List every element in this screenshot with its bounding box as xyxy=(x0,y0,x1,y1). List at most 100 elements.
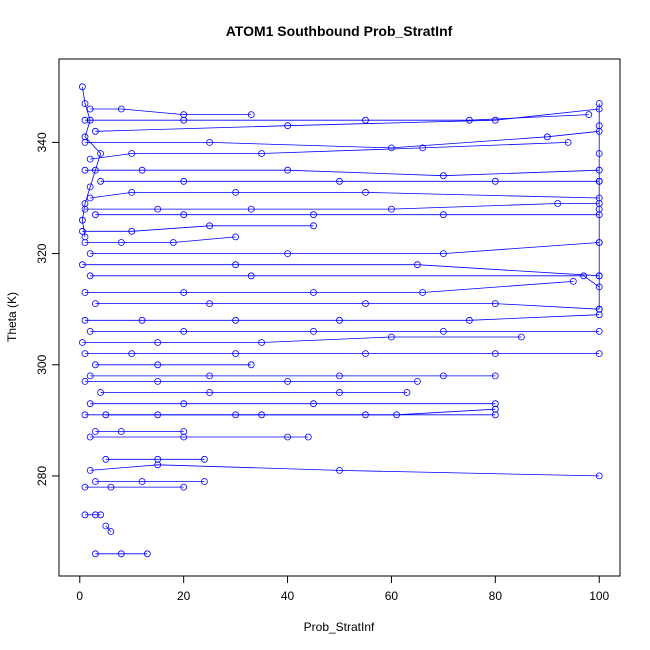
data-point xyxy=(79,216,86,224)
x-tick-label: 20 xyxy=(177,589,191,603)
data-point xyxy=(258,339,266,346)
data-point xyxy=(554,200,562,207)
data-point xyxy=(92,300,99,308)
data-point xyxy=(92,478,99,485)
data-point xyxy=(585,111,593,118)
data-point xyxy=(81,133,89,141)
data-point xyxy=(310,327,317,335)
data-point xyxy=(362,188,369,196)
data-point xyxy=(232,233,240,241)
data-point xyxy=(79,339,86,346)
series-21 xyxy=(81,350,603,358)
data-point xyxy=(81,100,89,107)
data-point xyxy=(138,166,146,174)
data-point xyxy=(595,272,603,280)
data-point xyxy=(154,361,162,369)
data-point xyxy=(180,289,188,296)
series-line xyxy=(82,225,314,232)
series-line xyxy=(90,142,569,160)
data-point xyxy=(154,377,162,385)
series-14 xyxy=(79,261,603,280)
series-16 xyxy=(81,277,577,296)
data-point xyxy=(86,194,94,202)
series-7 xyxy=(97,177,603,185)
data-point xyxy=(138,316,146,324)
data-point xyxy=(180,177,188,185)
series-23 xyxy=(86,372,499,380)
data-point xyxy=(258,150,266,157)
data-point xyxy=(180,111,188,118)
data-point xyxy=(439,327,447,335)
data-point xyxy=(81,316,89,324)
data-point xyxy=(284,166,292,174)
data-point xyxy=(79,83,86,91)
series-line xyxy=(90,242,600,255)
data-point xyxy=(310,222,317,230)
x-tick-label: 100 xyxy=(589,589,609,603)
data-point xyxy=(232,316,240,324)
data-point xyxy=(247,205,255,213)
data-point xyxy=(154,205,162,213)
x-tick-label: 0 xyxy=(76,589,83,603)
data-point xyxy=(81,483,89,491)
series-line xyxy=(85,169,600,177)
data-point xyxy=(284,433,292,441)
data-point xyxy=(232,261,240,269)
data-point xyxy=(117,550,125,558)
data-point xyxy=(81,411,89,419)
data-point xyxy=(107,528,115,535)
series-29 xyxy=(92,428,188,435)
data-point xyxy=(595,150,603,157)
data-point xyxy=(180,327,188,335)
data-point xyxy=(180,433,188,441)
data-point xyxy=(580,272,587,280)
data-point xyxy=(154,339,162,346)
data-point xyxy=(117,239,125,246)
data-point xyxy=(419,289,427,296)
data-point xyxy=(465,316,473,324)
data-point xyxy=(81,116,89,124)
x-tick-label: 80 xyxy=(489,589,503,603)
series-38 xyxy=(595,100,603,313)
series-11 xyxy=(79,222,317,235)
data-point xyxy=(387,144,395,152)
data-point xyxy=(491,372,499,380)
data-point xyxy=(86,155,94,163)
data-point xyxy=(200,455,208,463)
series-20 xyxy=(79,333,525,346)
series-31 xyxy=(102,455,208,463)
data-point xyxy=(569,277,577,285)
data-point xyxy=(247,111,255,118)
data-point xyxy=(86,105,94,113)
data-point xyxy=(128,350,136,358)
series-line xyxy=(90,464,600,477)
data-point xyxy=(206,372,214,380)
series-37 xyxy=(92,550,151,558)
data-point xyxy=(284,122,292,130)
data-point xyxy=(81,289,89,296)
series-line xyxy=(82,264,600,277)
data-point xyxy=(81,166,89,174)
series-6 xyxy=(81,166,603,180)
data-layer xyxy=(79,83,603,558)
y-tick-label: 300 xyxy=(35,354,49,374)
data-point xyxy=(92,511,99,519)
data-point xyxy=(86,372,94,380)
series-line xyxy=(85,203,600,210)
data-point xyxy=(180,116,188,124)
series-26 xyxy=(86,400,499,408)
data-point xyxy=(86,250,94,258)
series-33 xyxy=(92,478,208,485)
data-point xyxy=(81,377,89,385)
series-12 xyxy=(81,233,240,246)
data-point xyxy=(336,466,343,474)
series-line xyxy=(85,114,589,121)
data-point xyxy=(180,483,188,491)
data-point xyxy=(232,350,240,358)
data-point xyxy=(419,144,427,152)
series-9 xyxy=(81,200,603,213)
x-tick-label: 60 xyxy=(385,589,399,603)
series-line xyxy=(105,525,112,532)
data-point xyxy=(81,138,89,146)
